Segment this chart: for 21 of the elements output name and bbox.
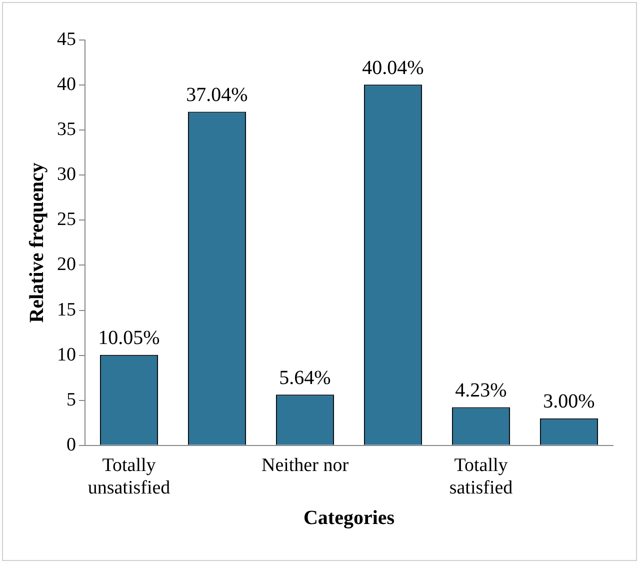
x-axis-title: Categories [303,507,395,530]
y-tick-label: 10 [57,344,76,366]
y-tick-label: 0 [66,434,76,456]
data-label: 40.04% [362,56,424,79]
y-tick-label: 20 [57,254,76,276]
y-tick-label: 15 [57,299,76,320]
y-tick-label: 40 [57,74,76,96]
y-tick-label: 30 [57,164,76,186]
y-tick-label: 35 [57,119,76,140]
x-tick-label: Totally satisfied [449,454,514,499]
data-label: 3.00% [543,390,595,413]
y-tick-label: 25 [57,209,76,230]
y-axis-title: Relative frequency [26,162,48,323]
data-label: 37.04% [186,84,248,106]
x-tick-label: Neither nor [261,454,350,476]
data-label: 5.64% [279,366,331,389]
data-label: 10.05% [98,327,160,350]
y-tick-label: 45 [57,28,76,50]
data-label: 4.23% [455,380,507,402]
x-tick-label: Totally unsatisfied [88,454,171,499]
y-tick-label: 5 [66,389,76,410]
